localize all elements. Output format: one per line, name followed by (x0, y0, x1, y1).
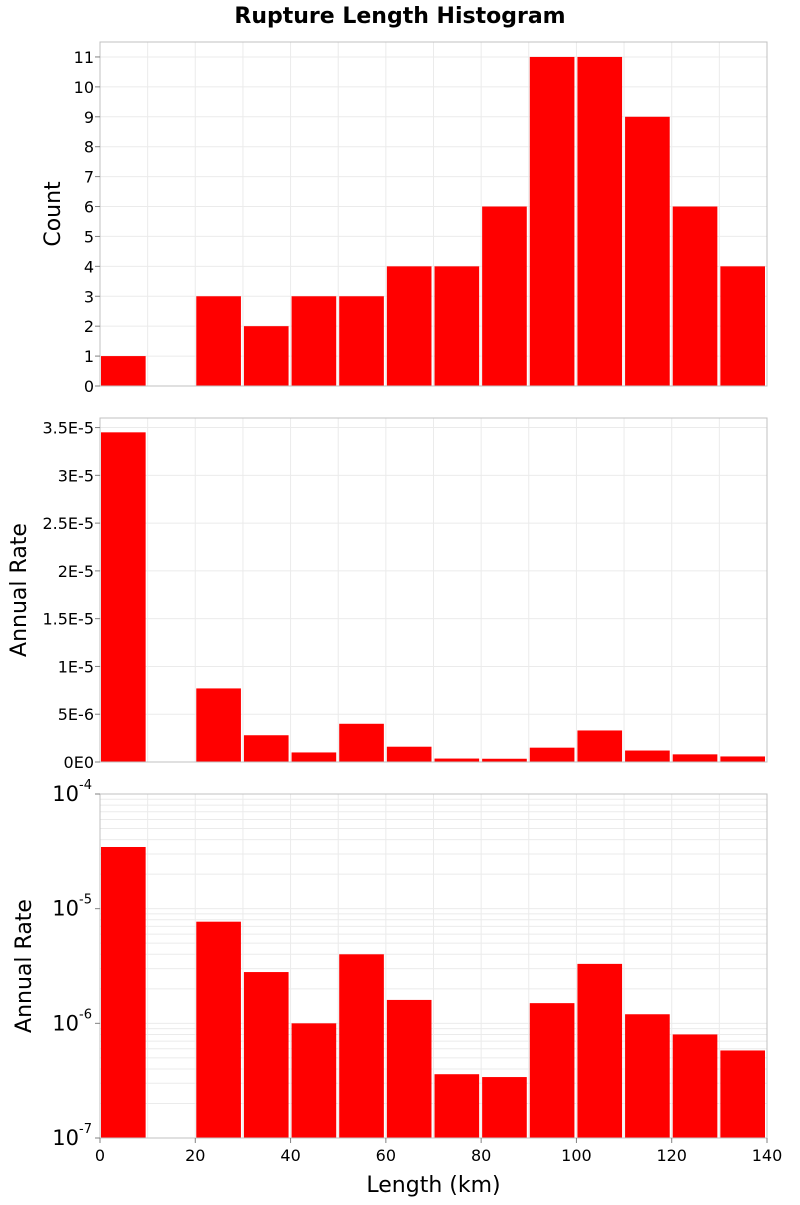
histogram-bar (243, 735, 289, 762)
plot-frame (99, 793, 768, 1139)
x-axis-ticks: 0 20 40 60 80 100 120 140 (95, 1138, 782, 1165)
x-tick-label: 40 (280, 1146, 300, 1165)
y-axis-ticks: 0E0 5E-6 1E-5 1.5E-5 2E-5 2.5E-5 3E-5 3.5E-5 (42, 419, 100, 772)
y-axis-label: Annual Rate (12, 899, 37, 1033)
histogram-bar (434, 1074, 480, 1138)
bars (101, 846, 765, 1138)
y-tick-label: 9 (84, 108, 94, 127)
y-tick-label: 1E-5 (58, 657, 94, 676)
y-tick-label: 1 (84, 347, 94, 366)
histogram-bar (101, 432, 146, 762)
bars (101, 432, 765, 762)
histogram-bar (196, 921, 241, 1138)
histogram-bar (482, 758, 527, 762)
y-tick-label: 10-7 (52, 1122, 92, 1150)
chart-title: Rupture Length Histogram (234, 4, 565, 29)
bars (101, 56, 765, 387)
histogram-bar (101, 356, 146, 386)
histogram-bar (577, 730, 623, 762)
y-tick-label: 1.5E-5 (42, 610, 94, 629)
histogram-bar (434, 758, 480, 762)
y-tick-label: 6 (84, 198, 94, 217)
count-histogram-panel: 0 1 2 3 4 5 6 7 8 9 10 11 Count (41, 41, 768, 396)
y-tick-label: 0E0 (64, 753, 94, 772)
histogram-bar (529, 1003, 575, 1138)
grid-lines (100, 418, 767, 763)
x-tick-label: 0 (95, 1146, 105, 1165)
histogram-bar (720, 1050, 765, 1138)
histogram-bar (672, 1034, 718, 1138)
annual-rate-log-panel: 10-7 10-6 10-5 10-4 Annual Rate 0 20 40 60 80 100 1… (12, 778, 782, 1198)
histogram-bar (101, 846, 146, 1138)
histogram-bar (243, 326, 289, 386)
plot-frame (99, 41, 768, 387)
annual-rate-linear-panel: 0E0 5E-6 1E-5 1.5E-5 2E-5 2.5E-5 3E-5 3.5E-5 Ann… (7, 417, 768, 772)
histogram-bar (386, 266, 432, 386)
histogram-bar (720, 266, 765, 386)
y-tick-label: 3.5E-5 (42, 419, 94, 438)
histogram-bar (386, 746, 432, 762)
histogram-bar (339, 954, 384, 1138)
x-tick-label: 140 (752, 1146, 783, 1165)
histogram-bar (625, 116, 670, 387)
histogram-bar (672, 754, 718, 762)
x-tick-label: 60 (376, 1146, 396, 1165)
y-axis-label: Annual Rate (7, 523, 32, 657)
x-axis-label: Length (km) (366, 1173, 500, 1198)
histogram-bar (482, 206, 527, 386)
histogram-bar (196, 688, 241, 762)
y-tick-label: 5 (84, 227, 94, 246)
x-tick-label: 120 (656, 1146, 687, 1165)
x-tick-label: 100 (561, 1146, 592, 1165)
plot-frame (99, 417, 768, 763)
y-tick-label: 7 (84, 168, 94, 187)
y-tick-label: 2.5E-5 (42, 514, 94, 533)
histogram-bar (672, 206, 718, 386)
histogram-bar (482, 1077, 527, 1138)
x-tick-label: 20 (185, 1146, 205, 1165)
histogram-bar (291, 296, 337, 386)
y-tick-label: 3 (84, 287, 94, 306)
histogram-bar (720, 756, 765, 762)
y-tick-label: 8 (84, 138, 94, 157)
histogram-bar (529, 747, 575, 762)
histogram-bar (339, 723, 384, 762)
x-tick-label: 80 (471, 1146, 491, 1165)
y-tick-label: 3E-5 (58, 466, 94, 485)
histogram-bar (339, 296, 384, 386)
histogram-bar (625, 750, 670, 762)
y-tick-label: 10-5 (52, 893, 92, 921)
y-tick-label: 2E-5 (58, 562, 94, 581)
y-tick-label: 10-4 (52, 778, 92, 806)
y-axis-ticks: 10-7 10-6 10-5 10-4 (52, 778, 100, 1150)
histogram-bar (291, 1023, 337, 1138)
histogram-bar (625, 1014, 670, 1138)
y-tick-label: 11 (74, 48, 94, 67)
histogram-bar (577, 56, 623, 387)
histogram-bar (291, 752, 337, 762)
y-tick-label: 4 (84, 257, 94, 276)
histogram-bar (386, 999, 432, 1138)
histogram-bar (243, 972, 289, 1138)
y-tick-label: 5E-6 (58, 705, 94, 724)
histogram-bar (529, 56, 575, 387)
y-tick-label: 2 (84, 317, 94, 336)
y-tick-label: 10-6 (52, 1007, 92, 1035)
y-tick-label: 0 (84, 377, 94, 396)
y-axis-ticks: 0 1 2 3 4 5 6 7 8 9 10 11 (74, 48, 100, 396)
histogram-bar (577, 963, 623, 1138)
y-tick-label: 10 (74, 78, 94, 97)
y-axis-label: Count (41, 181, 66, 247)
histogram-bar (196, 296, 241, 386)
histogram-bar (434, 266, 480, 386)
